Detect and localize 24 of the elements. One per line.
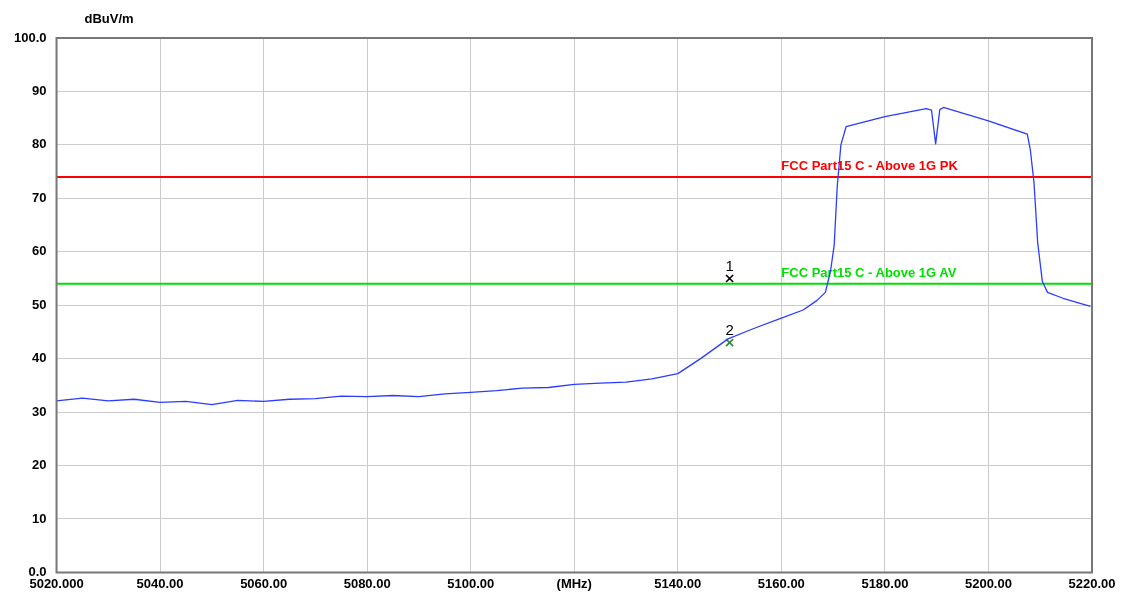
x-tick-label: 5200.00 [964,575,1012,591]
annotation: 1 [725,257,734,275]
x-tick-label: 5180.00 [861,575,909,591]
x-tick-label: 5100.00 [447,575,495,591]
x-tick-label: 5060.00 [240,575,288,591]
y-tick-label: 70 [32,189,47,205]
annotation: 2 [725,321,734,339]
ref-line-label: FCC Part15 C - Above 1G PK [781,158,959,174]
y-tick-label: 100.0 [13,29,47,45]
x-tick-label: 5080.00 [343,575,391,591]
y-axis-title: dBuV/m [84,11,134,27]
x-tick-label: 5140.00 [654,575,702,591]
y-tick-label: 30 [32,403,47,419]
y-tick-label: 50 [32,296,47,312]
y-tick-label: 90 [32,83,47,99]
x-tick-label: 5040.00 [136,575,184,591]
x-tick-label: 5220.00 [1068,575,1116,591]
y-tick-label: 20 [32,457,47,473]
y-tick-label: 40 [32,350,47,366]
x-tick-label: 5160.00 [757,575,805,591]
x-tick-label: (MHz) [556,575,592,591]
y-tick-label: 80 [32,136,47,152]
y-tick-label: 10 [32,510,47,526]
y-tick-label: 60 [32,243,47,259]
